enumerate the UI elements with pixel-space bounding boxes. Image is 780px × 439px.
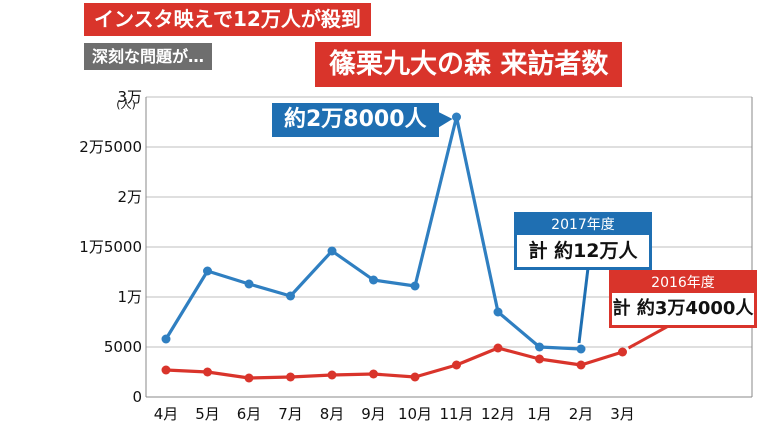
x-tick-label: 10月 [398, 405, 432, 423]
x-tick-label: 12月 [481, 405, 515, 423]
data-point [203, 367, 212, 377]
y-axis-label: (人) [116, 98, 136, 111]
data-point [618, 347, 627, 357]
data-point [161, 365, 171, 375]
data-point [452, 112, 461, 122]
data-point [493, 307, 503, 317]
data-point [286, 291, 295, 301]
data-point [161, 334, 171, 344]
series-line [165, 346, 623, 380]
headline-banner: インスタ映えで12万人が殺到 [84, 3, 371, 36]
fy2017-callout-pointer [577, 267, 590, 344]
data-point [244, 373, 254, 383]
data-point [244, 279, 254, 289]
data-point [369, 369, 378, 379]
data-point [327, 246, 337, 256]
fy2016-callout-pointer [627, 322, 673, 350]
x-tick-label: 1月 [527, 405, 552, 423]
data-point [410, 281, 420, 291]
x-tick-label: 4月 [154, 405, 179, 423]
data-point [576, 360, 586, 370]
x-tick-label: 3月 [610, 405, 635, 423]
x-tick-label: 7月 [278, 405, 303, 423]
x-tick-label: 8月 [320, 405, 345, 423]
peak-callout-pointer [434, 110, 453, 130]
peak-callout: 約2万8000人 [272, 103, 439, 137]
callout-pointers [434, 110, 673, 350]
peak-callout-label: 約2万8000人 [284, 107, 427, 132]
fy2017-callout: 2017年度 計 約12万人 [514, 212, 652, 270]
fy2017-callout-header: 2017年度 [517, 215, 649, 235]
y-tick-label: 1万 [117, 288, 142, 306]
chart-title-banner: 篠栗九大の森 来訪者数 [315, 42, 623, 87]
data-point [203, 266, 212, 276]
fy2017-callout-total: 計 約12万人 [528, 240, 638, 262]
fy2016-callout-total: 計 約3万4000人 [612, 298, 754, 319]
y-tick-label: 0 [132, 388, 142, 406]
fy2016-callout: 2016年度 計 約3万4000人 [609, 270, 757, 328]
y-tick-label: 1万5000 [79, 238, 142, 256]
y-tick-label: 5000 [104, 338, 142, 356]
data-point [452, 360, 461, 370]
x-tick-label: 2月 [569, 405, 594, 423]
data-point [535, 354, 544, 364]
grid-lines [145, 96, 753, 398]
data-point [535, 342, 544, 352]
data-point [369, 275, 378, 285]
data-point [493, 343, 503, 353]
data-point [327, 370, 337, 380]
fy2016-callout-header: 2016年度 [612, 273, 754, 293]
x-tick-label: 11月 [439, 405, 473, 423]
x-tick-label: 9月 [361, 405, 386, 423]
x-tick-labels: 4月 5月 6月 7月 8月 9月 10月 11月 12月 1月 2月 3月 [154, 405, 635, 423]
x-tick-label: 5月 [195, 405, 220, 423]
x-tick-label: 6月 [237, 405, 262, 423]
series-points [161, 112, 627, 383]
y-tick-label: 3万 [117, 88, 142, 106]
data-point [286, 372, 295, 382]
y-tick-label: 2万5000 [79, 138, 142, 156]
subline-banner: 深刻な問題が… [84, 43, 213, 70]
data-point [576, 344, 586, 354]
y-tick-labels: 0 5000 1万 1万5000 2万 2万5000 3万(人) [79, 88, 142, 406]
y-tick-label: 2万 [117, 188, 142, 206]
data-point [410, 372, 420, 382]
